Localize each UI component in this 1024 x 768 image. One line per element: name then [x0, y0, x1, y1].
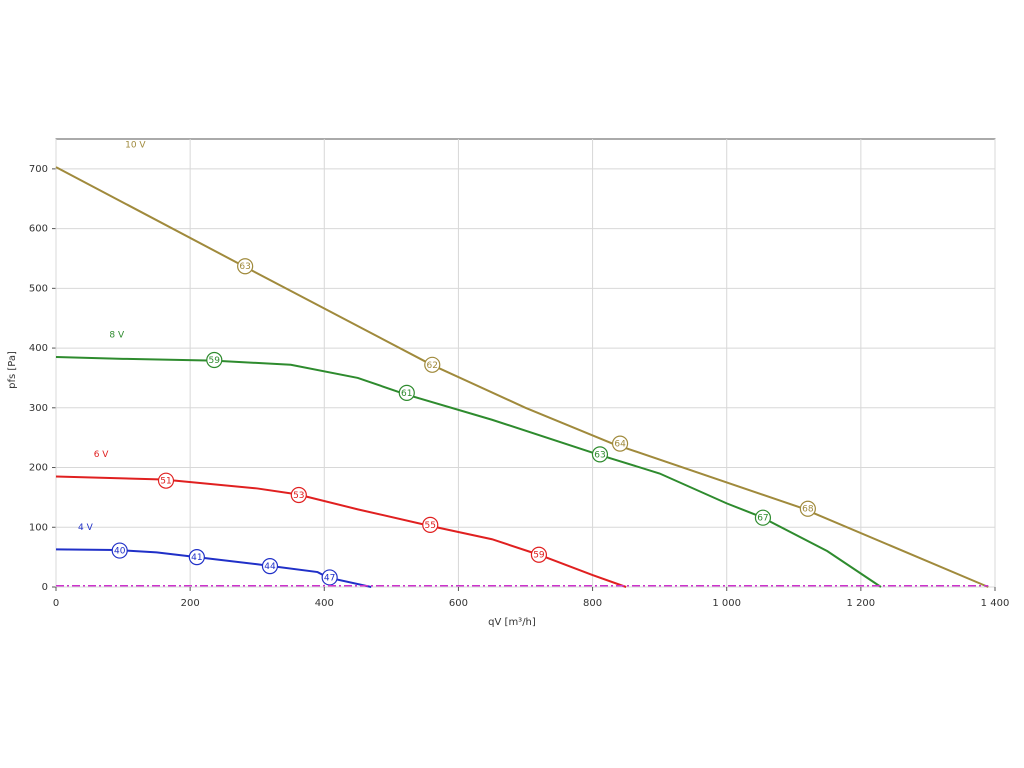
- efficiency-label: 61: [401, 389, 412, 399]
- efficiency-point: [591, 446, 609, 463]
- y-tick-label: 100: [29, 522, 48, 533]
- y-tick-label: 700: [29, 164, 48, 175]
- efficiency-label: 53: [293, 491, 304, 501]
- efficiency-label: 51: [160, 477, 171, 487]
- x-tick-label: 200: [181, 598, 200, 609]
- efficiency-point: [261, 557, 279, 575]
- efficiency-point: [799, 500, 816, 517]
- y-tick-label: 0: [42, 582, 48, 593]
- efficiency-point: [237, 258, 254, 275]
- y-tick-label: 600: [29, 224, 48, 235]
- efficiency-label: 68: [802, 505, 814, 515]
- curve: [55, 475, 627, 588]
- efficiency-label: 63: [594, 450, 605, 460]
- curve-label: 10 V: [125, 141, 146, 151]
- x-axis-label: qV [m³/h]: [488, 617, 536, 628]
- x-tick-label: 1 000: [712, 598, 741, 609]
- efficiency-label: 44: [264, 562, 276, 572]
- efficiency-point: [290, 486, 307, 504]
- efficiency-point: [424, 356, 441, 373]
- efficiency-label: 59: [209, 356, 221, 366]
- curve-label: 8 V: [109, 331, 125, 341]
- efficiency-point: [611, 435, 629, 452]
- x-tick-label: 1 400: [981, 598, 1010, 609]
- efficiency-point: [754, 509, 772, 526]
- efficiency-label: 47: [324, 573, 335, 583]
- efficiency-label: 64: [614, 440, 626, 450]
- y-tick-label: 400: [29, 343, 48, 354]
- plot-area: [55, 138, 996, 588]
- efficiency-point: [321, 569, 338, 586]
- efficiency-label: 59: [533, 551, 545, 561]
- y-tick-label: 300: [29, 403, 48, 414]
- efficiency-label: 62: [427, 361, 438, 371]
- efficiency-label: 40: [114, 547, 126, 557]
- efficiency-point: [530, 546, 548, 563]
- x-tick-label: 600: [449, 598, 468, 609]
- y-tick-label: 500: [29, 283, 48, 294]
- efficiency-point: [398, 384, 415, 401]
- y-axis-label: pfs [Pa]: [7, 351, 18, 389]
- efficiency-label: 41: [191, 553, 202, 563]
- x-tick-label: 400: [315, 598, 334, 609]
- efficiency-point: [422, 516, 439, 533]
- efficiency-point: [157, 472, 175, 489]
- efficiency-label: 63: [239, 262, 250, 272]
- efficiency-point: [188, 549, 205, 566]
- efficiency-label: 55: [425, 521, 436, 531]
- efficiency-label: 67: [757, 514, 768, 524]
- x-tick-label: 1 200: [847, 598, 876, 609]
- x-tick-label: 0: [53, 598, 59, 609]
- x-tick-label: 800: [583, 598, 602, 609]
- efficiency-point: [206, 351, 223, 369]
- curve-label: 4 V: [78, 523, 94, 533]
- y-tick-label: 200: [29, 463, 48, 474]
- curve-label: 6 V: [94, 450, 110, 460]
- efficiency-point: [111, 542, 128, 559]
